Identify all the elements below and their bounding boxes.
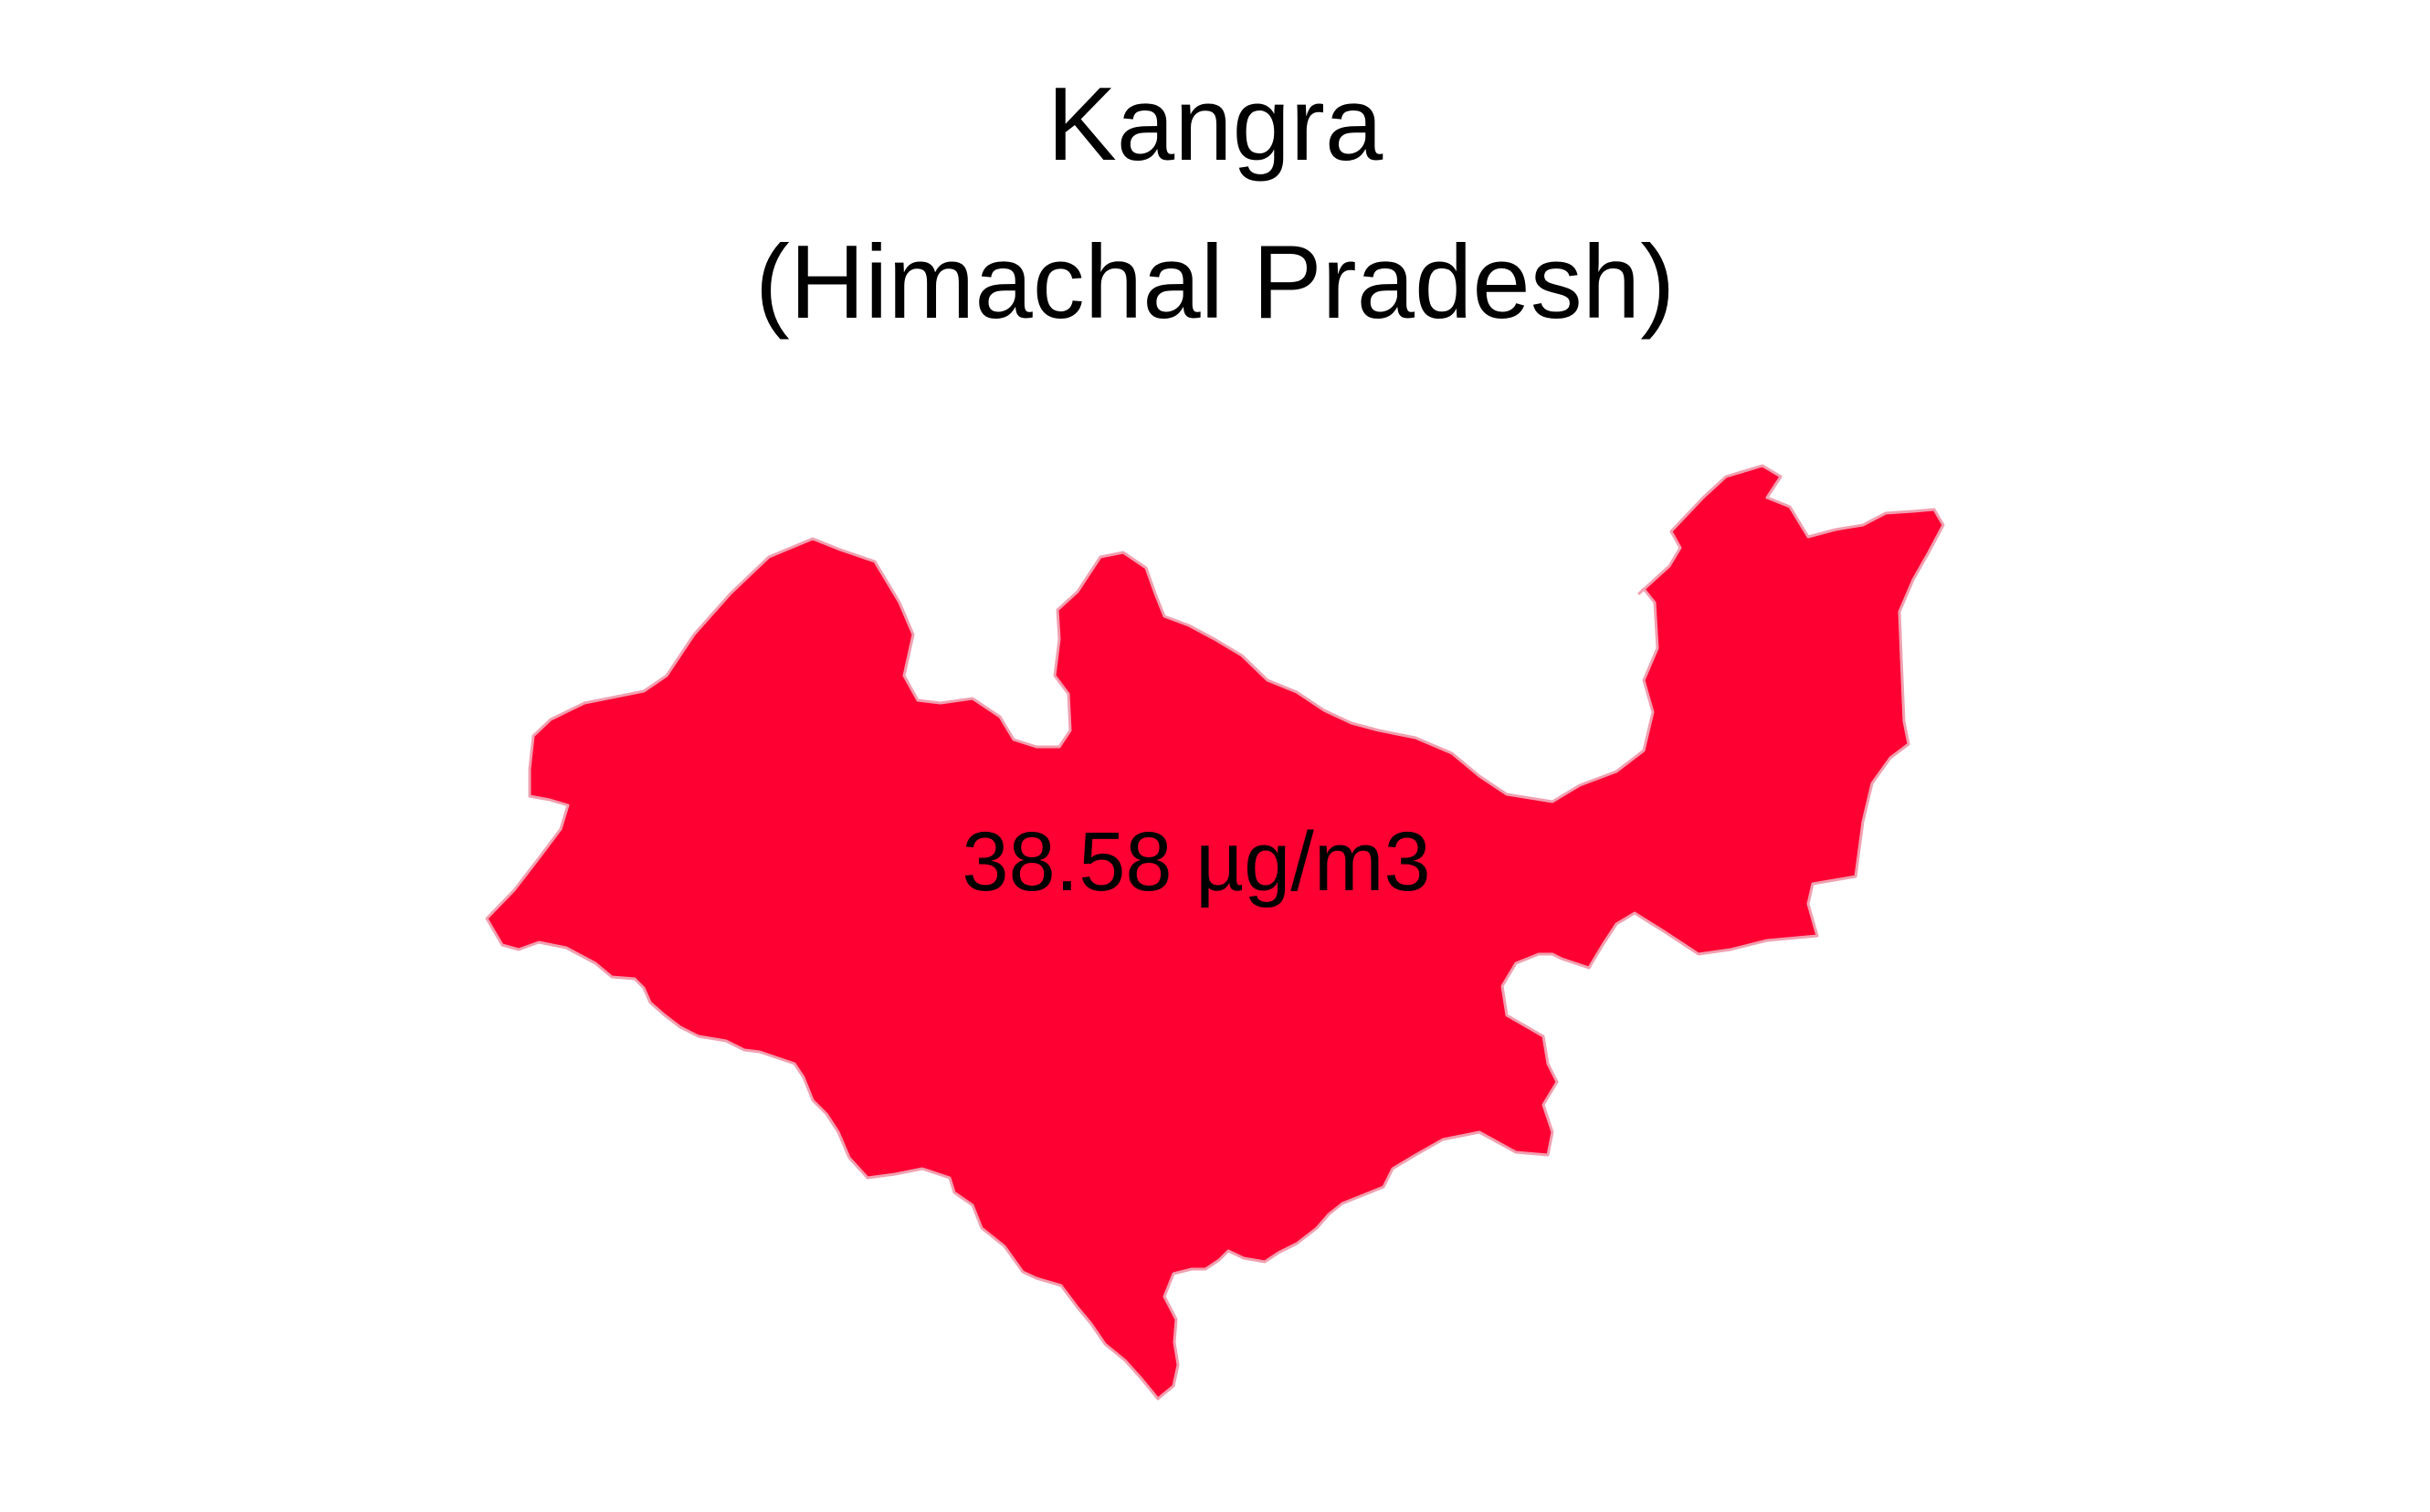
map-title: Kangra (Himachal Pradesh) xyxy=(0,46,2430,362)
value-label: 38.58 µg/m3 xyxy=(962,815,1430,908)
state-name: (Himachal Pradesh) xyxy=(754,225,1676,341)
district-name: Kangra xyxy=(1047,67,1383,183)
district-shape xyxy=(485,464,1945,1401)
